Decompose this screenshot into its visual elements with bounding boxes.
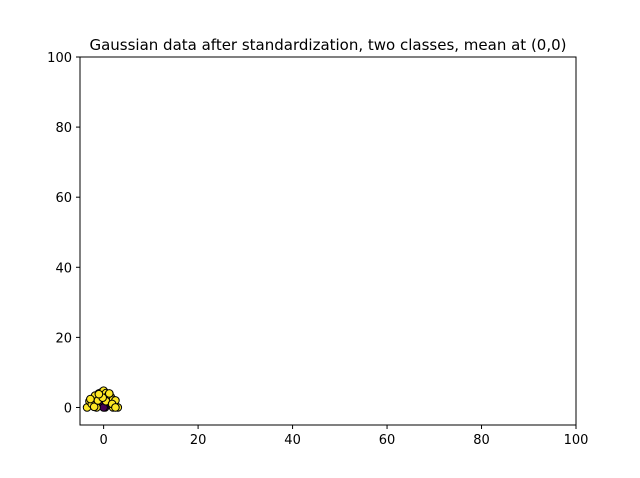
y-tick-label: 40 bbox=[55, 261, 72, 276]
plot-area bbox=[82, 386, 123, 412]
scatter-point-class-1 bbox=[111, 403, 120, 412]
x-tick-label: 60 bbox=[379, 433, 396, 448]
x-tick-label: 20 bbox=[190, 433, 207, 448]
y-tick-label: 80 bbox=[55, 121, 72, 136]
x-tick-label: 0 bbox=[99, 433, 107, 448]
axes-frame bbox=[79, 56, 577, 426]
y-tick-label: 0 bbox=[64, 401, 72, 416]
scatter-point-class-1 bbox=[94, 389, 104, 399]
x-tick-label: 40 bbox=[284, 433, 301, 448]
y-tick-label: 60 bbox=[55, 191, 72, 206]
chart-title: Gaussian data after standardization, two… bbox=[89, 36, 566, 54]
scatter-point-class-1 bbox=[104, 389, 114, 398]
y-tick-label: 100 bbox=[47, 51, 72, 66]
x-tick-label: 100 bbox=[564, 433, 589, 448]
scatter-point-class-1 bbox=[89, 402, 99, 412]
x-axis: 0 20 40 60 80 100 bbox=[99, 425, 588, 448]
scatter-point-class-1 bbox=[86, 394, 95, 404]
y-tick-label: 20 bbox=[55, 331, 72, 346]
y-axis: 0 20 40 60 80 100 bbox=[47, 51, 80, 416]
x-tick-label: 80 bbox=[473, 433, 490, 448]
